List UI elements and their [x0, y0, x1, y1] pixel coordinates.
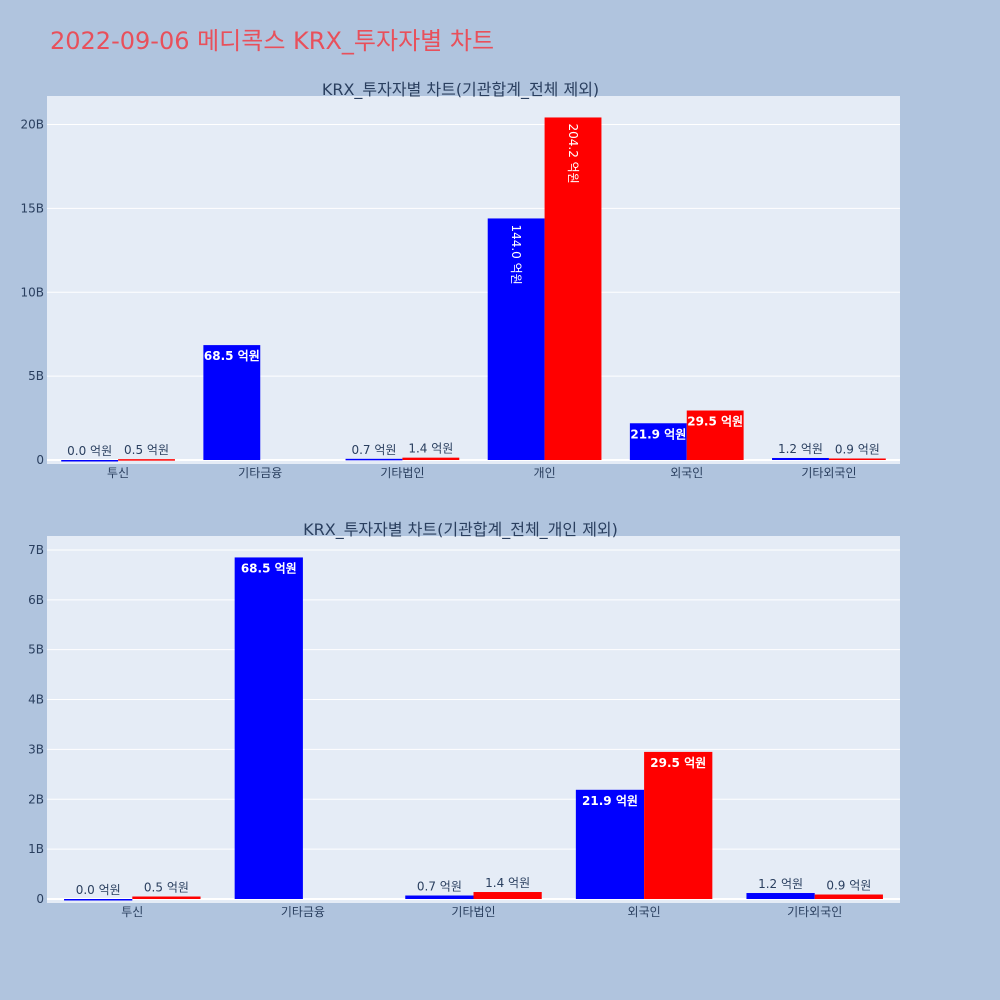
y-tick-label: 2B	[28, 792, 44, 806]
bar	[118, 459, 175, 461]
bar	[746, 893, 815, 899]
chart-panel-1: 0 5B 10B 15B 20B KRX_투자자별 차트(기관합계_전체 제외) 투신 0.0…	[20, 80, 900, 480]
bar-data-label: 0.0 억원	[67, 444, 112, 458]
bar	[203, 345, 261, 460]
x-tick-label: 투신	[121, 905, 143, 919]
y-tick-label: 0	[36, 453, 44, 467]
bar-data-label: 29.5 억원	[687, 415, 743, 429]
bar-data-label: 0.9 억원	[835, 442, 880, 456]
chart-panel-2: 0 1B 2B 3B 4B 5B 6B 7B KRX_투자자별 차트(기관합계_전체_개인 제외…	[28, 520, 900, 919]
y-tick-label: 5B	[28, 643, 44, 657]
y-tick-label: 4B	[28, 693, 44, 707]
x-tick-label: 외국인	[670, 466, 703, 480]
x-tick-label: 외국인	[628, 905, 661, 919]
bar-data-label: 1.4 억원	[485, 876, 530, 890]
bar-data-label: 204.2 억원	[566, 123, 580, 183]
x-tick-label: 기타법인	[451, 905, 495, 919]
bar-data-label: 0.7 억원	[417, 880, 462, 894]
y-tick-label: 7B	[28, 543, 44, 557]
bar	[772, 457, 829, 460]
y-tick-label: 10B	[20, 285, 44, 299]
y-tick-label: 1B	[28, 842, 44, 856]
bar	[61, 460, 119, 462]
chart-subtitle: KRX_투자자별 차트(기관합계_전체 제외)	[322, 80, 599, 100]
bar-data-label: 144.0 억원	[509, 224, 523, 284]
x-tick-label: 기타금융	[281, 905, 325, 919]
bar-data-label: 0.5 억원	[124, 443, 169, 457]
plot-area	[47, 96, 900, 464]
bar	[686, 410, 744, 460]
bar	[544, 117, 602, 460]
x-tick-label: 기타외국인	[801, 466, 856, 480]
page-title: 2022-09-06 메디콕스 KRX_투자자별 차트	[50, 27, 494, 55]
bar	[64, 899, 133, 901]
bar	[132, 896, 201, 899]
bar	[629, 423, 687, 460]
x-tick-label: 기타외국인	[787, 905, 842, 919]
chart-subtitle: KRX_투자자별 차트(기관합계_전체_개인 제외)	[303, 520, 618, 540]
bar-data-label: 21.9 억원	[630, 427, 686, 441]
bar	[575, 789, 645, 899]
bar-data-label: 1.2 억원	[778, 442, 823, 456]
x-tick-label: 기타법인	[380, 466, 424, 480]
bar	[473, 892, 542, 899]
bar-data-label: 29.5 억원	[650, 756, 706, 770]
bar-data-label: 68.5 억원	[241, 561, 297, 575]
y-tick-label: 6B	[28, 593, 44, 607]
x-tick-label: 기타금융	[238, 466, 282, 480]
y-tick-label: 20B	[20, 118, 44, 132]
bar-data-label: 21.9 억원	[582, 794, 638, 808]
bar-data-label: 0.5 억원	[144, 881, 189, 895]
bar	[402, 457, 460, 460]
bar	[814, 894, 883, 899]
bar-data-label: 0.7 억원	[351, 443, 396, 457]
bar-data-label: 1.4 억원	[408, 442, 453, 456]
y-tick-label: 5B	[28, 369, 44, 383]
bar	[234, 557, 303, 899]
y-tick-label: 15B	[20, 201, 44, 215]
bar-data-label: 0.9 억원	[826, 879, 871, 893]
y-tick-label: 0	[36, 892, 44, 906]
bar	[828, 458, 886, 460]
y-tick-label: 3B	[28, 742, 44, 756]
bar	[487, 218, 545, 460]
x-tick-label: 투신	[107, 466, 129, 480]
bar-data-label: 68.5 억원	[204, 349, 260, 363]
bar	[345, 458, 403, 461]
plot-area	[47, 536, 900, 903]
bar-data-label: 1.2 억원	[758, 877, 803, 891]
bar	[644, 751, 713, 899]
x-tick-label: 개인	[534, 466, 556, 480]
bar-data-label: 0.0 억원	[76, 883, 121, 897]
bar	[405, 895, 474, 899]
